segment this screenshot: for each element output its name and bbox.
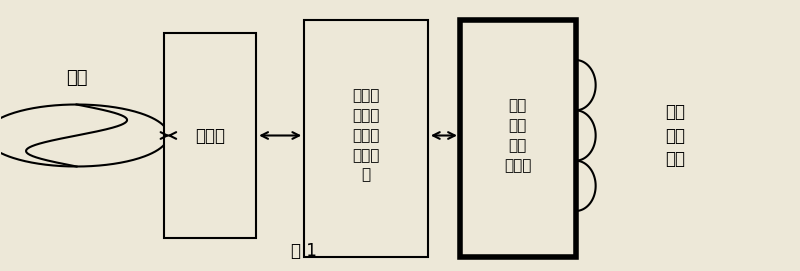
Text: 超导
双向
功率
控制器: 超导 双向 功率 控制器 [504, 98, 531, 173]
Text: 超导
储能
电感: 超导 储能 电感 [666, 103, 686, 168]
Bar [165, 33, 256, 238]
Text: 电力控
制用电
压源型
变换装
置: 电力控 制用电 压源型 变换装 置 [352, 88, 380, 183]
Bar [304, 20, 428, 257]
Bar [460, 20, 576, 257]
Text: 电网: 电网 [66, 69, 87, 86]
Text: 变压器: 变压器 [195, 127, 226, 144]
Text: 图 1: 图 1 [291, 241, 317, 260]
